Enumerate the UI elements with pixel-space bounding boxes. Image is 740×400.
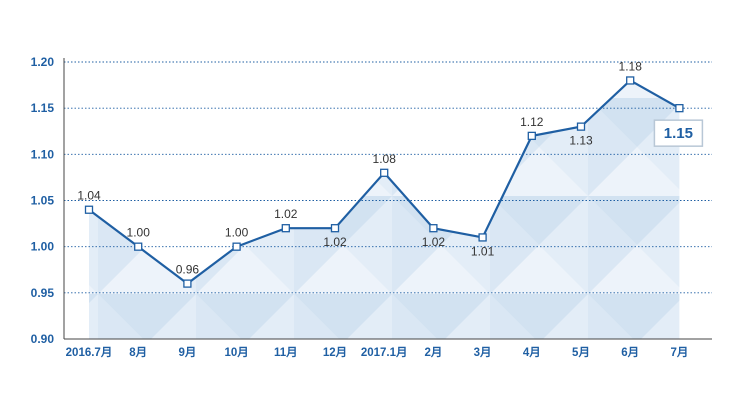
data-point: [232, 242, 241, 251]
data-point: [183, 279, 192, 288]
axes: [63, 58, 712, 340]
x-tick-label: 5月: [572, 346, 590, 359]
y-tick-label: 1.00: [31, 240, 55, 254]
x-tick-label: 12月: [323, 346, 347, 359]
data-point: [626, 76, 635, 85]
data-label: 1.13: [569, 134, 593, 148]
x-tick-label: 6月: [621, 346, 639, 359]
data-point: [134, 242, 143, 251]
x-tick-label: 2月: [424, 346, 442, 359]
data-labels: 1.04 1.00 0.96 1.00 1.02 1.02 1.08 1.02 1.01 1.12…: [77, 59, 642, 276]
y-axis-ticks: 1.20 1.15 1.10 1.05 1.00 0.95 0.90: [31, 55, 55, 346]
data-label: 1.02: [422, 235, 446, 249]
data-point: [380, 168, 389, 177]
x-tick-label: 8月: [129, 346, 147, 359]
data-label: 1.18: [619, 59, 643, 73]
x-tick-label: 3月: [474, 346, 492, 359]
y-tick-label: 1.10: [31, 147, 55, 161]
gridlines: [64, 61, 712, 294]
x-axis-ticks: 2016.7月 8月 9月 10月 11月 12月 2017.1月 2月 3月 4月 5月 6月 7月: [66, 346, 689, 359]
data-point: [576, 122, 586, 131]
data-point: [429, 224, 438, 233]
data-point: [84, 205, 94, 214]
y-tick-label: 1.15: [31, 101, 55, 115]
y-tick-label: 0.90: [31, 332, 55, 346]
data-point: [478, 233, 487, 242]
data-label: 1.02: [274, 207, 298, 221]
x-tick-label: 4月: [523, 346, 541, 359]
data-point: [330, 224, 340, 233]
data-point: [675, 104, 684, 113]
data-point: [281, 224, 290, 233]
x-tick-label: 2016.7月: [66, 346, 113, 359]
data-markers: [84, 76, 684, 288]
x-tick-label: 10月: [224, 346, 248, 359]
data-label: 1.08: [373, 152, 397, 166]
x-tick-label: 2017.1月: [361, 346, 408, 359]
x-tick-label: 9月: [178, 346, 196, 359]
x-tick-label: 11月: [274, 346, 298, 359]
callout-value: 1.15: [664, 125, 693, 142]
data-label: 1.02: [323, 235, 347, 249]
data-point: [527, 131, 536, 141]
y-tick-label: 0.95: [31, 286, 55, 300]
data-label: 1.00: [225, 226, 249, 240]
data-label: 1.00: [127, 226, 151, 240]
data-label: 1.01: [471, 244, 495, 258]
y-tick-label: 1.20: [31, 55, 55, 69]
data-label: 1.12: [520, 115, 544, 129]
data-label: 1.04: [77, 189, 101, 203]
x-tick-label: 7月: [670, 346, 688, 359]
latest-value-callout: 1.15: [653, 119, 704, 147]
data-label: 0.96: [176, 263, 200, 277]
y-tick-label: 1.05: [31, 194, 55, 208]
callout-box: [653, 119, 704, 147]
